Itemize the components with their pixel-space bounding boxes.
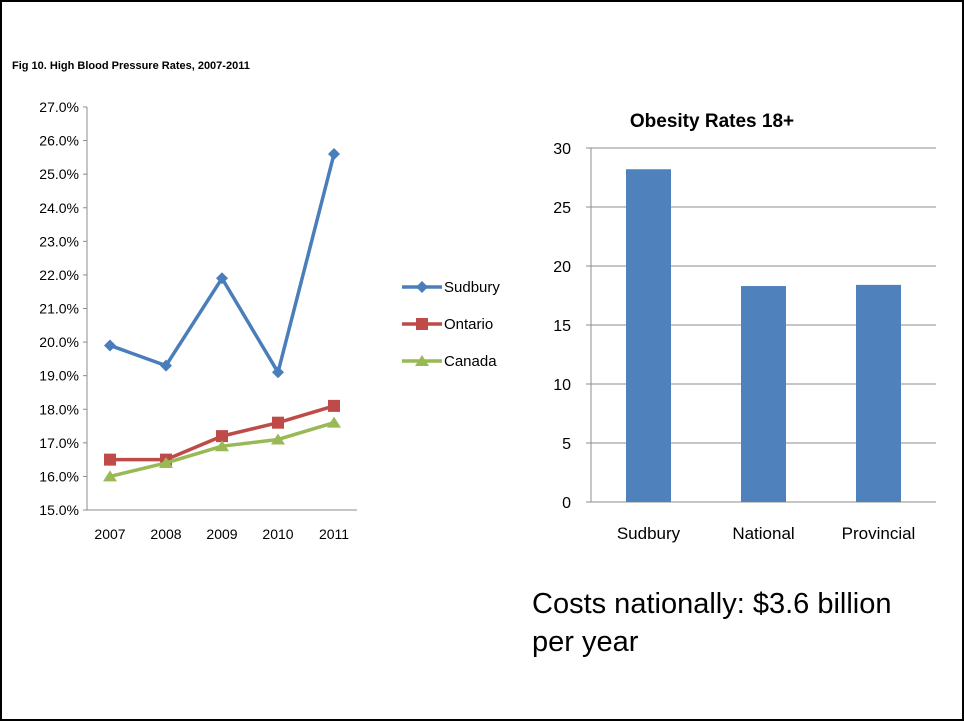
- y-tick-label: 20.0%: [39, 334, 79, 350]
- category-label-sudbury: Sudbury: [617, 524, 681, 543]
- y-tick-label: 21.0%: [39, 301, 79, 317]
- legend-marker-canada: [415, 355, 429, 366]
- data-point-ontario: [328, 399, 340, 412]
- obesity-rates-bar-chart: Obesity Rates 18+ 0 5 10 15 20 25 30 Sudbury Nat…: [553, 111, 936, 543]
- x-tick-label: 2010: [262, 526, 293, 542]
- y-tick-label: 19.0%: [39, 368, 79, 384]
- x-tick-label: 2009: [206, 526, 237, 542]
- line-chart-title: Fig 10. High Blood Pressure Rates, 2007-…: [12, 60, 250, 72]
- legend-marker-sudbury: [416, 281, 428, 293]
- y-tick-label: 24.0%: [39, 200, 79, 216]
- y-tick-label: 27.0%: [39, 99, 79, 115]
- y-tick-label: 15: [553, 318, 571, 335]
- series-canada: [103, 416, 341, 482]
- y-tick-label: 17.0%: [39, 435, 79, 451]
- data-point-ontario: [216, 430, 228, 443]
- y-tick-label: 26.0%: [39, 133, 79, 149]
- x-tick-label: 2007: [94, 526, 125, 542]
- category-label-national: National: [732, 524, 794, 543]
- category-label-provincial: Provincial: [842, 524, 916, 543]
- y-tick-label: 16.0%: [39, 468, 79, 484]
- data-point-sudbury: [328, 148, 340, 161]
- bar-provincial: [856, 284, 901, 502]
- data-point-canada: [103, 470, 117, 482]
- legend-label-sudbury: Sudbury: [444, 279, 500, 296]
- legend-marker-ontario: [416, 318, 428, 330]
- bar-chart-title: Obesity Rates 18+: [630, 111, 794, 132]
- y-tick-label: 0: [562, 495, 571, 512]
- high-blood-pressure-line-chart: Fig 10. High Blood Pressure Rates, 2007-…: [12, 60, 500, 542]
- x-tick-label: 2008: [150, 526, 181, 542]
- data-point-ontario: [272, 416, 284, 429]
- y-tick-label: 15.0%: [39, 502, 79, 518]
- y-tick-label: 5: [562, 436, 571, 453]
- bar-sudbury: [626, 169, 671, 502]
- series-sudbury: [104, 148, 340, 379]
- x-tick-label: 2011: [319, 526, 349, 542]
- y-tick-label: 25.0%: [39, 166, 79, 182]
- data-point-sudbury: [104, 339, 116, 352]
- y-tick-label: 10: [553, 377, 571, 394]
- y-tick-label: 25: [553, 200, 571, 217]
- data-point-canada: [327, 416, 341, 428]
- y-tick-label: 18.0%: [39, 401, 79, 417]
- y-tick-label: 23.0%: [39, 233, 79, 249]
- legend-label-ontario: Ontario: [444, 316, 493, 333]
- data-point-canada: [159, 456, 173, 468]
- y-tick-label: 22.0%: [39, 267, 79, 283]
- data-point-sudbury: [272, 366, 284, 379]
- y-tick-label: 30: [553, 141, 571, 158]
- y-tick-label: 20: [553, 259, 571, 276]
- data-point-ontario: [104, 453, 116, 466]
- legend-label-canada: Canada: [444, 353, 497, 370]
- data-point-canada: [271, 433, 285, 445]
- data-point-sudbury: [216, 272, 228, 285]
- series-line-sudbury: [109, 153, 336, 375]
- bar-national: [741, 286, 786, 502]
- cost-caption: Costs nationally: $3.6 billion per year: [532, 588, 892, 658]
- data-point-canada: [215, 440, 229, 452]
- data-point-sudbury: [160, 359, 172, 372]
